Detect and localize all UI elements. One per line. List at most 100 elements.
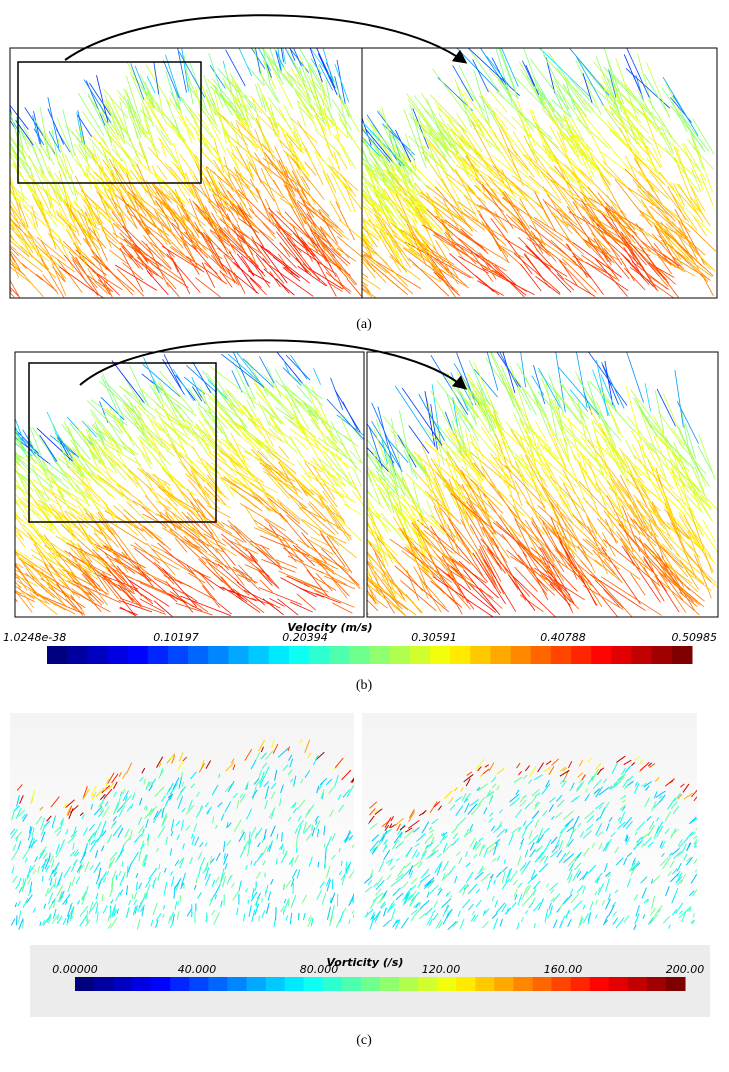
vector-arrow [559, 494, 574, 518]
vector-arrow [84, 861, 90, 873]
vector-arrow [510, 371, 532, 411]
vector-arrow [138, 142, 152, 174]
vector-arrow [29, 881, 33, 893]
vector-arrow [103, 447, 138, 488]
vector-arrow [362, 204, 374, 214]
vector-arrow [295, 169, 316, 205]
colorbar-tick-label: 0.20394 [282, 631, 328, 644]
vector-arrow [578, 481, 630, 534]
vector-arrow [97, 448, 127, 481]
vector-arrow [100, 807, 104, 813]
vector-arrow [312, 556, 339, 570]
vector-arrow [244, 748, 253, 761]
vector-arrow [10, 183, 29, 201]
vector-arrow [95, 850, 99, 858]
vector-arrow [218, 228, 260, 267]
vector-arrow [473, 462, 518, 518]
vector-arrow [375, 419, 398, 491]
vector-arrow [420, 850, 428, 860]
vector-arrow [569, 389, 589, 412]
vector-arrow [145, 227, 175, 258]
vector-arrow [404, 862, 411, 869]
vector-arrow [10, 918, 16, 926]
vector-arrow [426, 209, 480, 258]
vector-arrow [557, 531, 603, 567]
vector-arrow [46, 815, 52, 822]
vector-arrow [145, 781, 151, 789]
vector-arrow [437, 107, 468, 133]
vector-arrow [330, 452, 356, 472]
vector-arrow [239, 481, 270, 504]
vector-arrow [64, 471, 83, 486]
vector-arrow [514, 566, 538, 592]
vector-arrow [229, 453, 266, 491]
vector-arrow [60, 516, 76, 541]
vector-arrow [288, 143, 309, 177]
colorbar-swatch [551, 977, 572, 991]
vector-arrow [499, 513, 516, 535]
vector-arrow [431, 909, 436, 914]
vector-arrow [690, 919, 695, 924]
vector-arrow [219, 871, 226, 885]
vector-arrow [531, 810, 540, 820]
vector-arrow [67, 834, 77, 845]
vector-arrow [171, 914, 175, 925]
vector-arrow [598, 387, 625, 422]
colorbar-swatch [94, 977, 114, 991]
vector-arrow [41, 571, 66, 607]
vector-arrow [435, 180, 453, 199]
vector-arrow [10, 239, 30, 258]
vector-arrow [408, 810, 416, 822]
vector-arrow [362, 157, 380, 183]
vector-arrow [89, 149, 116, 197]
vector-arrow [146, 86, 168, 125]
vector-arrow [579, 451, 622, 513]
vector-arrow [93, 529, 106, 550]
vector-arrow [336, 235, 362, 257]
vector-arrow [119, 100, 131, 142]
vector-arrow [52, 190, 75, 233]
vector-arrow [66, 920, 70, 926]
vector-arrow [86, 918, 89, 926]
vector-arrow [10, 204, 26, 227]
colorbar-swatch [456, 977, 476, 991]
vector-arrow [190, 771, 197, 780]
vector-arrow [362, 224, 389, 245]
colorbar-swatch [611, 646, 633, 664]
colorbar-swatch [284, 977, 305, 991]
vector-arrow [102, 148, 115, 184]
vector-arrow [558, 852, 567, 864]
vector-arrow [278, 445, 290, 459]
vector-arrow [81, 890, 87, 900]
vector-arrow [211, 784, 219, 796]
vector-arrow [481, 465, 520, 525]
vector-arrow [233, 272, 246, 294]
vector-arrow [311, 575, 337, 591]
vector-arrow [545, 838, 552, 850]
vector-arrow [484, 764, 490, 768]
vector-arrow [626, 48, 650, 98]
vector-arrow [77, 114, 92, 137]
vector-arrow [335, 201, 355, 241]
vector-arrow [451, 841, 457, 846]
vector-arrow [393, 224, 455, 266]
vector-arrow [101, 830, 107, 837]
vector-arrow [230, 487, 263, 512]
vector-arrow [100, 845, 105, 852]
vector-arrow [452, 920, 459, 928]
vector-arrow [104, 777, 110, 791]
vector-arrow [575, 56, 604, 106]
vector-arrow [571, 117, 585, 143]
vector-arrow [430, 390, 467, 457]
vector-arrow [390, 171, 419, 197]
vector-arrow [203, 232, 240, 270]
vector-arrow [537, 479, 574, 531]
vector-arrow [230, 758, 235, 764]
vector-arrow [565, 839, 571, 848]
vector-arrow [294, 90, 314, 120]
vector-arrow [226, 822, 229, 829]
vector-arrow [635, 905, 640, 917]
vector-arrow [291, 170, 308, 200]
vector-arrow [213, 90, 227, 144]
vector-arrow [620, 777, 625, 781]
